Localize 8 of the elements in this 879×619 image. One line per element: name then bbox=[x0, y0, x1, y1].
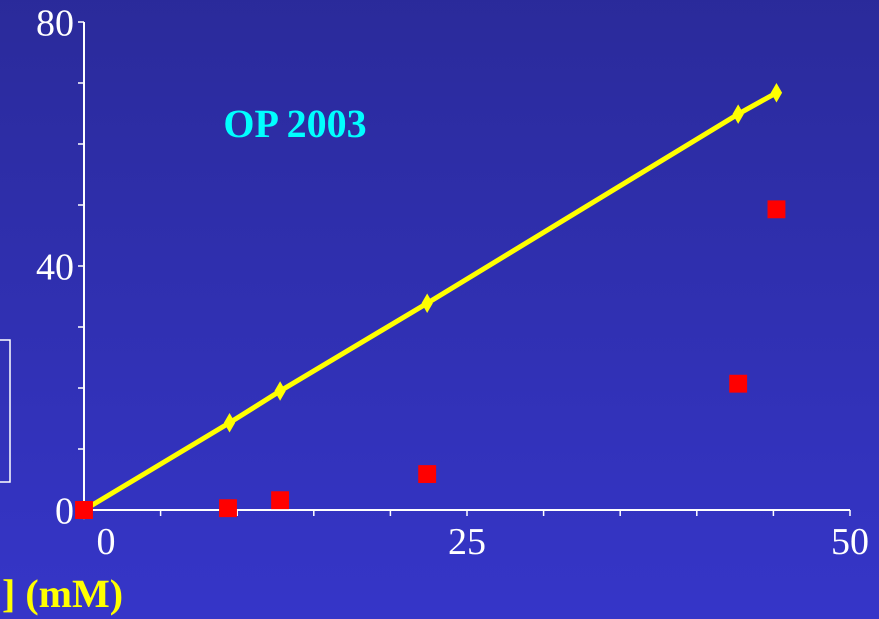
x-tick-label: 0 bbox=[96, 521, 116, 563]
annotation: OP 2003 bbox=[223, 101, 367, 146]
x-tick-label: 50 bbox=[831, 521, 869, 563]
y-tick-label: 80 bbox=[36, 2, 74, 44]
x-axis-title: ] (mM) bbox=[2, 571, 124, 616]
y-tick-label: 40 bbox=[36, 246, 74, 288]
x-tick-label: 25 bbox=[448, 521, 486, 563]
y-tick-label: 0 bbox=[55, 490, 74, 532]
